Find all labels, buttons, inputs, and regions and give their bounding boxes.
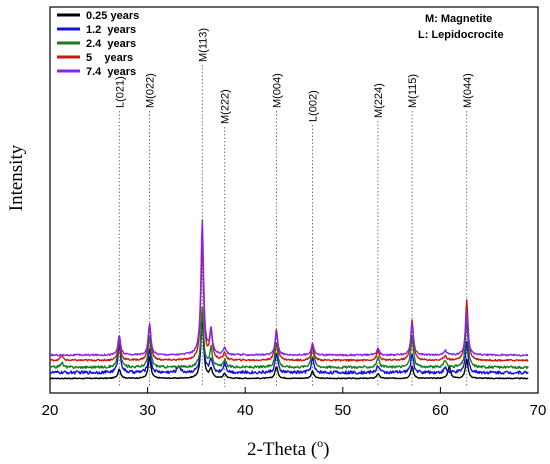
legend: 0.25 years 1.2 years 2.4 years 5 years 7.4 y…	[57, 10, 139, 78]
series-layer	[49, 219, 529, 380]
peak-label: M(044)	[462, 73, 474, 108]
peak-label: M(222)	[220, 89, 232, 124]
series-line	[49, 312, 529, 375]
peak-label: M(113)	[197, 28, 209, 62]
series-line	[49, 315, 529, 380]
legend-label: 2.4 years	[86, 38, 136, 50]
peak-label: M(224)	[373, 83, 385, 118]
x-tick-label: 40	[237, 402, 254, 419]
series-line	[49, 219, 529, 357]
x-tick-label: 60	[432, 402, 449, 419]
peak-label: M(004)	[271, 73, 283, 108]
phase-key-lepidocrocite: L: Lepidocrocite	[418, 29, 504, 41]
plot-frame	[49, 6, 539, 394]
x-axis-label: 2-Theta (o)	[247, 436, 329, 460]
peak-label: L(021)	[114, 76, 126, 108]
x-tick-label: 70	[530, 402, 547, 419]
x-axis-label-degree: o	[317, 436, 323, 450]
series-line	[49, 240, 529, 362]
legend-label: 1.2 years	[86, 24, 136, 36]
legend-label: 5 years	[86, 52, 133, 64]
x-tick-label: 50	[334, 402, 351, 419]
x-tick-label: 20	[42, 402, 59, 419]
series-line	[49, 306, 529, 370]
x-tick-label: 30	[139, 402, 156, 419]
peak-label: M(115)	[407, 74, 419, 108]
peak-label: L(002)	[308, 90, 320, 122]
peak-label: M(022)	[145, 73, 157, 108]
reference-peak-lines	[118, 65, 468, 387]
x-axis-label-text: 2-Theta (	[247, 439, 317, 460]
legend-label: 7.4 years	[86, 66, 136, 78]
x-axis-label-close: )	[323, 439, 329, 460]
phase-key-magnetite: M: Magnetite	[425, 13, 492, 25]
peak-labels: L(021) M(022) M(113) M(222) M(004) L(002) M(22…	[114, 28, 473, 124]
x-axis: 20 30 40 50 60 70	[42, 387, 547, 419]
y-axis-label: Intensity	[6, 144, 27, 211]
legend-label: 0.25 years	[86, 10, 139, 22]
